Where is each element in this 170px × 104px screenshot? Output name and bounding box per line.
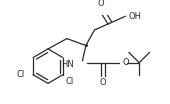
Text: OH: OH bbox=[128, 12, 141, 21]
Text: O: O bbox=[100, 78, 106, 87]
Text: Cl: Cl bbox=[16, 70, 24, 79]
Text: HN: HN bbox=[61, 60, 74, 69]
Text: O: O bbox=[97, 0, 104, 8]
Text: O: O bbox=[123, 58, 130, 67]
Text: Cl: Cl bbox=[65, 77, 74, 86]
